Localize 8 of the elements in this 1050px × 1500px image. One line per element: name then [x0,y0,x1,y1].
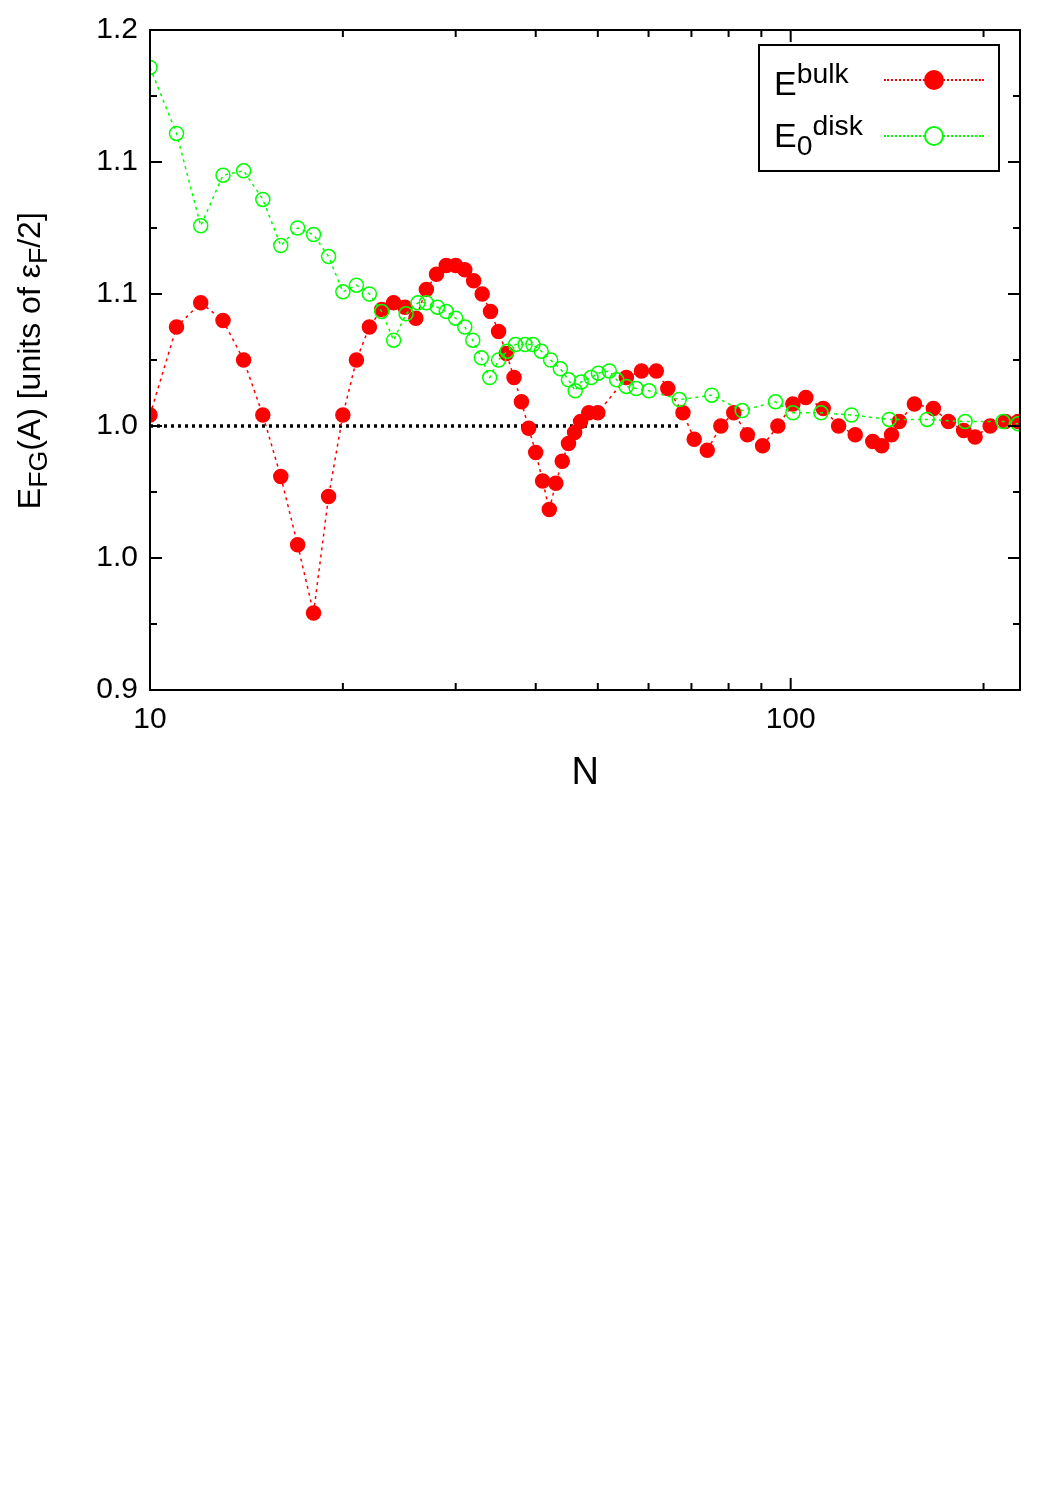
legend-label: E$^{bulk}$ [774,56,850,104]
y-tick-label: 1.1 [96,143,138,177]
y-tick-label: 1.1 [96,275,138,309]
y-tick-label: 1.0 [96,407,138,441]
x-axis-title: N [571,750,599,793]
x-tick-label: 100 [765,701,816,735]
y-tick-label: 1.2 [96,11,138,45]
y-tick-label: 1.0 [96,539,138,573]
